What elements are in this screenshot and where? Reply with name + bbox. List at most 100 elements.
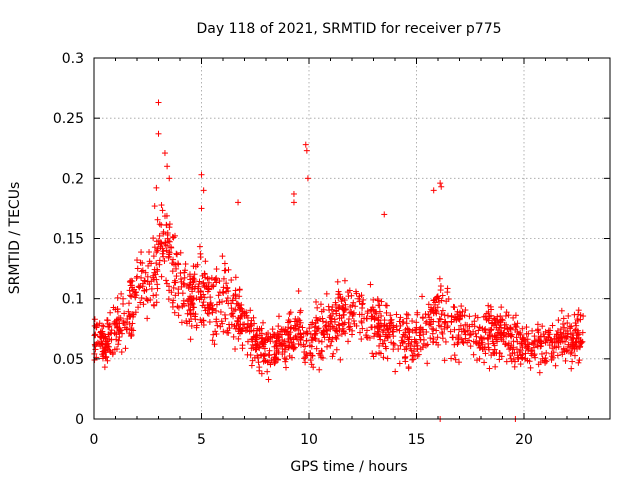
data-point (457, 322, 464, 329)
data-point (133, 275, 140, 282)
data-point (376, 302, 383, 309)
data-point (448, 319, 455, 326)
data-point (562, 357, 569, 364)
data-point (198, 205, 205, 212)
data-point (444, 324, 451, 331)
data-point (314, 304, 321, 311)
data-point (194, 285, 201, 292)
data-point (332, 301, 339, 308)
data-point (537, 343, 544, 350)
data-point (146, 249, 153, 256)
data-point (335, 305, 342, 312)
data-point (279, 351, 286, 358)
data-point (573, 343, 580, 350)
data-point (160, 248, 167, 255)
data-point (413, 319, 420, 326)
data-point (247, 307, 254, 314)
data-point (529, 327, 536, 334)
data-point (261, 357, 268, 364)
data-point (534, 342, 541, 349)
data-point (129, 320, 136, 327)
data-point (165, 296, 172, 303)
data-point (215, 292, 222, 299)
data-point (214, 322, 221, 329)
data-point (498, 304, 505, 311)
data-point (129, 278, 136, 285)
data-point (475, 327, 482, 334)
data-point (253, 334, 260, 341)
data-point (358, 318, 365, 325)
data-point (182, 261, 189, 268)
data-point (452, 356, 459, 363)
data-point (345, 316, 352, 323)
data-point (101, 364, 108, 371)
data-point (320, 306, 327, 313)
data-point (139, 267, 146, 274)
data-point (224, 295, 231, 302)
data-point (493, 324, 500, 331)
data-point (159, 250, 166, 257)
data-point (219, 253, 226, 260)
data-point (187, 311, 194, 318)
data-point (399, 339, 406, 346)
data-point (435, 295, 442, 302)
data-point (564, 347, 571, 354)
data-point (178, 319, 185, 326)
data-point (402, 358, 409, 365)
data-point (225, 266, 232, 273)
data-point (494, 313, 501, 320)
data-point (292, 315, 299, 322)
data-point (132, 294, 139, 301)
data-point (352, 303, 359, 310)
data-point (196, 296, 203, 303)
data-point (376, 333, 383, 340)
data-point (504, 325, 511, 332)
data-point (235, 335, 242, 342)
data-point (409, 318, 416, 325)
data-point (151, 302, 158, 309)
data-point (428, 316, 435, 323)
data-point (185, 296, 192, 303)
data-point (209, 337, 216, 344)
data-point (509, 346, 516, 353)
data-point (480, 313, 487, 320)
data-point (244, 320, 251, 327)
data-point (217, 323, 224, 330)
data-point (295, 288, 302, 295)
data-point (341, 277, 348, 284)
data-point (328, 338, 335, 345)
data-point (569, 341, 576, 348)
chart-title: Day 118 of 2021, SRMTID for receiver p77… (196, 21, 501, 37)
data-point (496, 356, 503, 363)
data-point (498, 353, 505, 360)
data-point (312, 336, 319, 343)
axis-ticks: 0 0.05 0.1 0.15 0.2 0.25 0.3 0 5 10 15 20 (53, 51, 610, 448)
data-point (402, 332, 409, 339)
data-point (113, 346, 120, 353)
data-point (197, 250, 204, 257)
data-point (247, 351, 254, 358)
data-point (458, 336, 465, 343)
data-point (206, 318, 213, 325)
data-point (118, 290, 125, 297)
data-point (221, 267, 228, 274)
data-point (121, 321, 128, 328)
data-point (300, 330, 307, 337)
data-point (124, 326, 131, 333)
data-point (171, 279, 178, 286)
data-point (238, 301, 245, 308)
data-point (196, 243, 203, 250)
data-point (376, 342, 383, 349)
data-point (181, 269, 188, 276)
data-point (206, 306, 213, 313)
data-point (485, 302, 492, 309)
data-point (380, 327, 387, 334)
data-point (512, 326, 519, 333)
data-point (514, 352, 521, 359)
data-point (280, 326, 287, 333)
data-point (291, 318, 298, 325)
data-point (113, 324, 120, 331)
data-point (393, 311, 400, 318)
data-point (221, 311, 228, 318)
data-point (451, 341, 458, 348)
